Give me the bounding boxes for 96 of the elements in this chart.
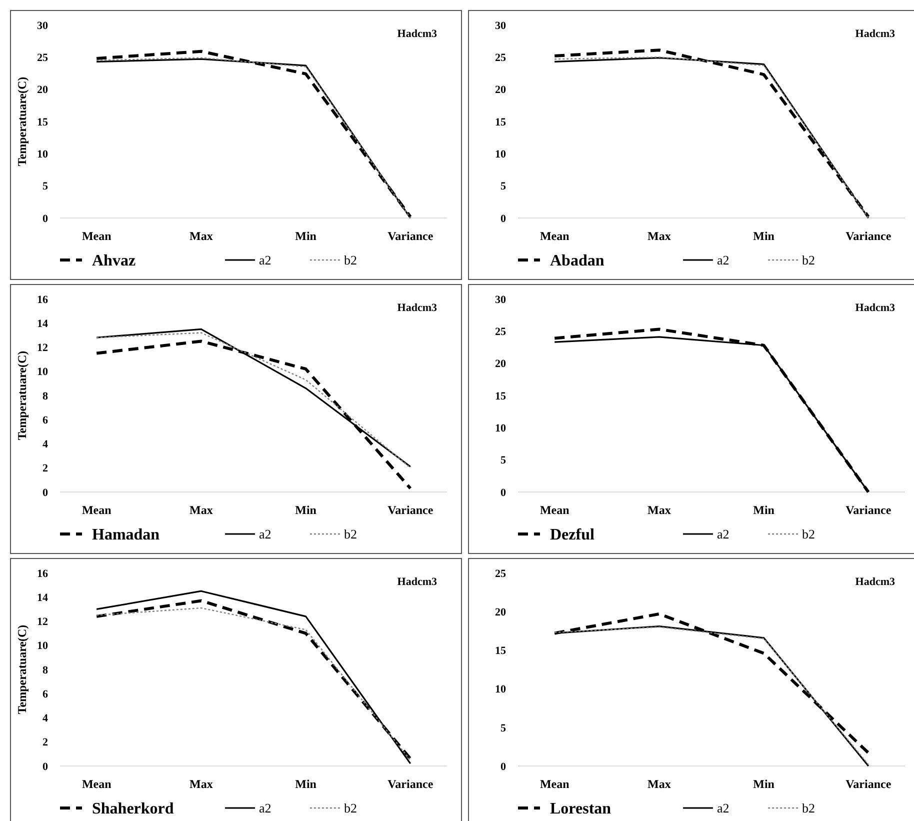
legend-label: b2: [802, 526, 815, 542]
y-tick-label: 10: [495, 684, 506, 696]
y-tick-label: 30: [495, 20, 506, 32]
x-tick-label: Min: [295, 503, 317, 517]
legend-label: a2: [717, 800, 730, 816]
y-tick-label: 2: [42, 462, 48, 475]
chart-title: Hadcm3: [397, 302, 438, 314]
x-tick-label: Variance: [388, 777, 434, 791]
y-tick-label: 4: [42, 712, 48, 725]
x-tick-label: Max: [190, 229, 213, 243]
x-tick-label: Min: [295, 777, 317, 791]
x-tick-label: Variance: [388, 229, 434, 243]
y-tick-label: 25: [495, 326, 506, 338]
y-tick-label: 16: [37, 294, 48, 306]
y-tick-label: 0: [42, 760, 48, 773]
y-axis-title: Temperatuare(C): [15, 624, 29, 714]
x-tick-label: Max: [648, 229, 671, 243]
x-tick-label: Variance: [846, 229, 892, 243]
y-tick-label: 12: [37, 342, 48, 354]
y-tick-label: 8: [42, 390, 48, 402]
y-tick-label: 25: [37, 52, 48, 64]
x-tick-label: Min: [295, 229, 317, 243]
chart-title: Hadcm3: [855, 576, 896, 588]
legend-label: a2: [717, 252, 730, 268]
x-tick-label: Min: [753, 229, 775, 243]
y-tick-label: 25: [495, 568, 506, 580]
x-tick-label: Min: [753, 777, 775, 791]
y-tick-label: 30: [37, 20, 48, 32]
x-tick-label: Max: [648, 503, 671, 517]
y-tick-label: 16: [37, 568, 48, 580]
y-tick-label: 14: [37, 318, 48, 330]
x-tick-label: Mean: [82, 229, 112, 243]
y-tick-label: 5: [42, 180, 48, 193]
y-tick-label: 5: [500, 454, 506, 467]
x-tick-label: Variance: [846, 503, 892, 517]
x-tick-label: Max: [648, 777, 671, 791]
y-axis-title: Temperatuare(C): [15, 76, 29, 166]
x-tick-label: Max: [190, 777, 213, 791]
y-tick-label: 5: [500, 180, 506, 193]
x-tick-label: Mean: [540, 503, 570, 517]
legend-label: a2: [259, 800, 272, 816]
chart-title: Hadcm3: [397, 576, 438, 588]
x-tick-label: Mean: [82, 777, 112, 791]
legend-label: a2: [717, 526, 730, 542]
y-tick-label: 15: [37, 116, 48, 128]
chart-title: Hadcm3: [855, 302, 896, 314]
y-tick-label: 10: [495, 422, 506, 435]
legend-label: b2: [802, 252, 815, 268]
y-tick-label: 5: [500, 722, 506, 734]
y-tick-label: 6: [42, 414, 48, 426]
legend-label: Dezful: [550, 526, 595, 544]
chart-title: Hadcm3: [855, 28, 896, 40]
y-tick-label: 0: [500, 212, 506, 225]
x-tick-label: Mean: [540, 777, 570, 791]
y-tick-label: 10: [37, 366, 48, 378]
legend-label: Ahvaz: [92, 252, 136, 270]
y-tick-label: 0: [500, 486, 506, 499]
x-tick-label: Variance: [846, 777, 892, 791]
y-tick-label: 4: [42, 438, 48, 451]
y-tick-label: 8: [42, 664, 48, 676]
y-tick-label: 10: [37, 640, 48, 652]
y-tick-label: 10: [37, 148, 48, 161]
legend-label: a2: [259, 252, 272, 268]
legend-label: a2: [259, 526, 272, 542]
y-tick-label: 12: [37, 616, 48, 628]
y-tick-label: 25: [495, 52, 506, 64]
x-tick-label: Variance: [388, 503, 434, 517]
y-tick-label: 20: [37, 84, 48, 96]
y-axis-title: Temperatuare(C): [15, 350, 29, 440]
x-tick-label: Max: [190, 503, 213, 517]
legend-label: Abadan: [550, 252, 604, 270]
y-tick-label: 0: [500, 760, 506, 773]
x-tick-label: Min: [753, 503, 775, 517]
y-tick-label: 6: [42, 688, 48, 700]
y-tick-label: 0: [42, 212, 48, 225]
legend-label: b2: [344, 252, 357, 268]
y-tick-label: 14: [37, 592, 48, 604]
y-tick-label: 15: [495, 390, 506, 402]
y-tick-label: 20: [495, 606, 506, 618]
chart-title: Hadcm3: [397, 28, 438, 40]
y-tick-label: 10: [495, 148, 506, 161]
legend-label: Lorestan: [550, 800, 612, 818]
y-tick-label: 30: [495, 294, 506, 306]
x-tick-label: Mean: [540, 229, 570, 243]
legend-label: b2: [344, 800, 357, 816]
legend-label: Shaherkord: [92, 800, 174, 818]
legend-label: Hamadan: [92, 526, 160, 544]
x-tick-label: Mean: [82, 503, 112, 517]
y-tick-label: 15: [495, 645, 506, 658]
y-tick-label: 20: [495, 84, 506, 96]
y-tick-label: 15: [495, 116, 506, 128]
legend-label: b2: [802, 800, 815, 816]
y-tick-label: 0: [42, 486, 48, 499]
y-tick-label: 2: [42, 736, 48, 749]
legend-label: b2: [344, 526, 357, 542]
y-tick-label: 20: [495, 358, 506, 370]
